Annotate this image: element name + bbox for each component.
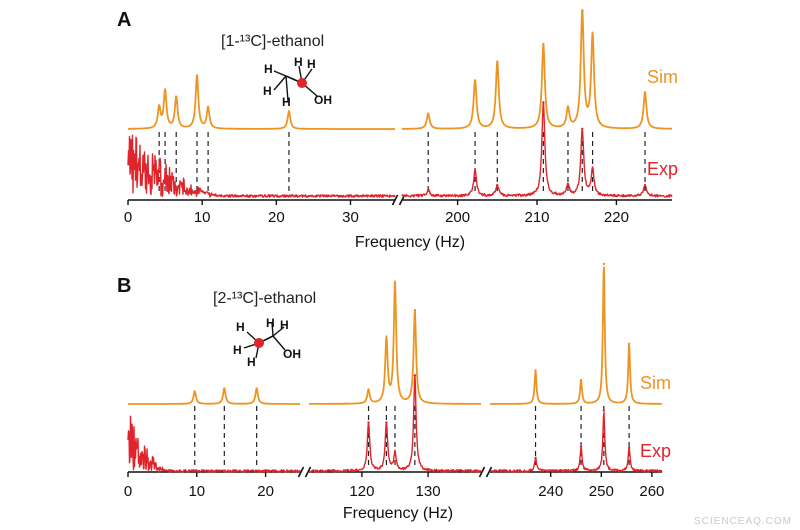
svg-text:H: H xyxy=(266,316,275,330)
c13-highlight-a xyxy=(297,78,307,88)
panel-b-molecule-label: [2-¹³C]-ethanol xyxy=(213,290,316,307)
sim-peak xyxy=(385,338,388,341)
exp-peak xyxy=(534,456,537,459)
exp-peak xyxy=(473,169,477,172)
svg-text:H: H xyxy=(236,320,245,334)
exp-trace xyxy=(401,101,673,198)
sim-peak xyxy=(413,309,417,312)
svg-text:H: H xyxy=(263,84,272,98)
sim-peak xyxy=(195,74,199,78)
sim-trace xyxy=(489,266,663,405)
x-tick-label: 210 xyxy=(524,209,549,226)
sim-peak xyxy=(206,106,210,109)
sim-peak xyxy=(393,282,397,285)
exp-trace xyxy=(489,411,663,473)
panel-b-letter: B xyxy=(117,275,131,297)
svg-text:H: H xyxy=(233,343,242,357)
x-tick-label: 0 xyxy=(124,209,132,226)
sim-peak xyxy=(223,387,226,390)
svg-text:H: H xyxy=(282,95,291,109)
svg-text:H: H xyxy=(247,355,256,369)
panel-b-sim-label: Sim xyxy=(640,373,671,393)
svg-text:OH: OH xyxy=(283,347,301,361)
panel-b-molecule-diagram: H H H H H OH xyxy=(233,316,301,369)
x-tick-label: 120 xyxy=(349,483,374,500)
sim-peak xyxy=(579,379,583,382)
panel-a-letter: A xyxy=(117,9,131,31)
sim-peak xyxy=(602,262,606,266)
sim-trace xyxy=(401,9,673,130)
sim-peak xyxy=(566,107,570,111)
x-tick-label: 250 xyxy=(589,483,614,500)
exp-peak xyxy=(367,421,370,424)
x-tick-label: 220 xyxy=(604,209,629,226)
panel-b-x-axis-label: Frequency (Hz) xyxy=(343,505,453,522)
sim-peak xyxy=(627,342,631,345)
watermark: SCIENCEAQ.COM xyxy=(694,516,792,527)
exp-peak xyxy=(581,127,584,130)
exp-trace xyxy=(127,134,396,198)
sim-peak xyxy=(367,388,370,392)
sim-trace xyxy=(308,280,482,405)
svg-text:H: H xyxy=(264,62,273,76)
exp-trace xyxy=(127,415,301,473)
x-tick-label: 200 xyxy=(445,209,470,226)
sim-peak xyxy=(157,106,161,109)
sim-trace xyxy=(127,74,396,130)
exp-peak xyxy=(496,184,499,187)
exp-peak xyxy=(385,421,388,424)
x-tick-label: 20 xyxy=(268,209,285,226)
x-tick-label: 10 xyxy=(194,209,211,226)
x-tick-label: 260 xyxy=(639,483,664,500)
panel-a-exp-label: Exp xyxy=(647,159,678,179)
axis-break xyxy=(297,466,312,478)
sim-peak xyxy=(534,369,537,372)
sim-peak xyxy=(255,387,258,390)
x-tick-label: 20 xyxy=(257,483,274,500)
exp-peak xyxy=(413,374,417,377)
x-tick-label: 130 xyxy=(416,483,441,500)
sim-peak xyxy=(287,110,291,113)
exp-peak xyxy=(643,184,647,187)
exp-peak xyxy=(566,184,570,187)
sim-peak xyxy=(193,390,196,393)
panel-a-x-axis-label: Frequency (Hz) xyxy=(355,234,465,251)
x-tick-label: 240 xyxy=(538,483,563,500)
x-tick-label: 0 xyxy=(124,483,132,500)
x-tick-label: 10 xyxy=(188,483,205,500)
svg-text:H: H xyxy=(294,55,303,69)
exp-peak xyxy=(627,446,631,450)
sim-peak xyxy=(542,42,545,46)
exp-trace xyxy=(308,374,482,473)
sim-peak xyxy=(496,60,499,63)
axis-break xyxy=(478,466,493,478)
c13-highlight-b xyxy=(254,338,264,348)
exp-peak xyxy=(591,168,594,171)
panel-a-molecule-diagram: H H H H H OH xyxy=(263,55,332,109)
sim-trace xyxy=(127,387,301,405)
sim-peak xyxy=(427,112,430,115)
exp-peak xyxy=(542,101,545,104)
sim-peak xyxy=(591,34,594,37)
panel-a-sim-label: Sim xyxy=(647,67,678,87)
sim-peak xyxy=(163,90,167,93)
sim-peak xyxy=(473,79,477,82)
sim-peak xyxy=(175,95,178,99)
exp-peak xyxy=(427,188,430,192)
svg-text:H: H xyxy=(280,318,289,332)
exp-peak xyxy=(602,409,606,412)
panel-b-plot: 0 10 20 120 130 240 250 260 xyxy=(124,262,664,500)
svg-text:OH: OH xyxy=(314,93,332,107)
panel-a-plot: 0 10 20 30 200 210 220 xyxy=(124,9,673,226)
exp-peak xyxy=(393,452,397,455)
sim-peak xyxy=(581,9,584,13)
exp-peak xyxy=(579,445,583,448)
panel-b-exp-label: Exp xyxy=(640,441,671,461)
panel-a-molecule-label: [1-¹³C]-ethanol xyxy=(221,33,324,50)
x-tick-label: 30 xyxy=(342,209,359,226)
svg-text:H: H xyxy=(307,57,316,71)
sim-peak xyxy=(643,91,647,94)
